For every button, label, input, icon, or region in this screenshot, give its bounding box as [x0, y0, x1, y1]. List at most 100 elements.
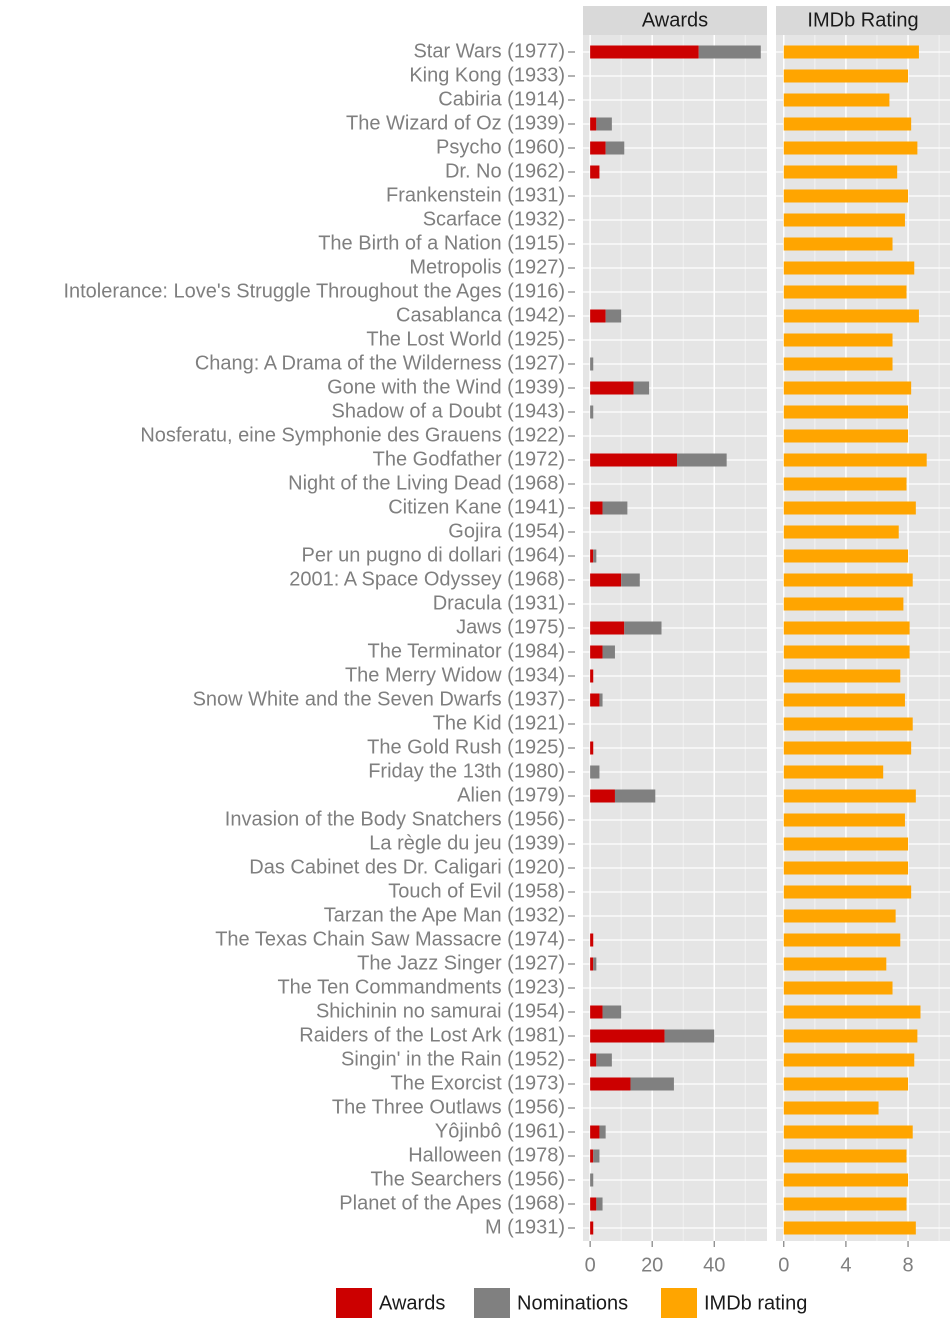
category-label: Citizen Kane (1941)	[388, 496, 565, 518]
x-tick-label: 0	[778, 1254, 789, 1276]
bar	[605, 309, 622, 323]
category-label: Das Cabinet des Dr. Caligari (1920)	[249, 856, 565, 878]
category-label: M (1931)	[485, 1216, 565, 1238]
bar	[590, 573, 622, 587]
bar	[783, 1125, 913, 1139]
bar	[590, 141, 606, 155]
category-label: Metropolis (1927)	[409, 256, 565, 278]
category-label: Gojira (1954)	[448, 520, 565, 542]
category-label: Jaws (1975)	[456, 616, 565, 638]
category-label: Snow White and the Seven Dwarfs (1937)	[193, 688, 565, 710]
category-label: Nosferatu, eine Symphonie des Grauens (1…	[140, 424, 565, 446]
category-label: The Merry Widow (1934)	[345, 664, 565, 686]
bar	[590, 1197, 597, 1211]
bar	[783, 525, 899, 539]
bar	[783, 981, 893, 995]
x-tick-label: 4	[840, 1254, 851, 1276]
bar	[590, 381, 634, 395]
bar	[783, 453, 927, 467]
legend-label: Nominations	[517, 1292, 628, 1314]
bar	[664, 1029, 715, 1043]
category-label: Psycho (1960)	[436, 136, 565, 158]
bar	[614, 789, 656, 803]
category-label: The Searchers (1956)	[370, 1168, 565, 1190]
category-label: Dr. No (1962)	[445, 160, 565, 182]
bar	[783, 765, 884, 779]
category-label: Dracula (1931)	[433, 592, 565, 614]
bar	[783, 933, 901, 947]
bar	[783, 837, 909, 851]
bar	[783, 333, 893, 347]
bar	[590, 765, 600, 779]
bar	[590, 357, 594, 371]
category-label: Planet of the Apes (1968)	[339, 1192, 565, 1214]
bar	[590, 1125, 600, 1139]
bar	[783, 669, 901, 683]
bar	[783, 909, 896, 923]
x-tick-label: 8	[902, 1254, 913, 1276]
category-label: Alien (1979)	[457, 784, 565, 806]
category-label: The Godfather (1972)	[373, 448, 565, 470]
category-label: Intolerance: Love's Struggle Throughout …	[63, 280, 565, 302]
legend-swatch	[336, 1288, 372, 1318]
bar	[630, 1077, 674, 1091]
bar	[599, 693, 603, 707]
bar	[783, 1077, 909, 1091]
bar	[783, 477, 907, 491]
bar	[590, 789, 615, 803]
category-label: The Wizard of Oz (1939)	[346, 112, 565, 134]
bar	[590, 501, 603, 515]
bar	[783, 261, 915, 275]
category-label: Touch of Evil (1958)	[388, 880, 565, 902]
bar	[590, 957, 594, 971]
category-label: Per un pugno di dollari (1964)	[301, 544, 565, 566]
category-label: The Exorcist (1973)	[390, 1072, 565, 1094]
bar	[590, 669, 594, 683]
legend-swatch	[661, 1288, 697, 1318]
bar	[783, 813, 905, 827]
bar	[783, 429, 909, 443]
strip	[776, 6, 950, 35]
category-label: Tarzan the Ape Man (1932)	[324, 904, 565, 926]
category-label: Chang: A Drama of the Wilderness (1927)	[195, 352, 565, 374]
bar	[783, 237, 893, 251]
category-label: Frankenstein (1931)	[386, 184, 565, 206]
bar	[590, 741, 594, 755]
category-label: 2001: A Space Odyssey (1968)	[289, 568, 565, 590]
bar	[590, 645, 603, 659]
bar	[783, 45, 919, 59]
bar	[621, 573, 640, 587]
category-label: Scarface (1932)	[423, 208, 565, 230]
bar	[783, 741, 912, 755]
bar	[602, 1005, 622, 1019]
bar	[590, 1077, 631, 1091]
bar	[590, 933, 594, 947]
bar	[783, 381, 912, 395]
category-label: Cabiria (1914)	[438, 88, 565, 110]
bar	[783, 1101, 879, 1115]
category-label: Raiders of the Lost Ark (1981)	[299, 1024, 565, 1046]
bar	[590, 1173, 594, 1187]
x-tick-label: 20	[641, 1254, 663, 1276]
bar	[596, 1053, 612, 1067]
bar	[593, 957, 597, 971]
bar	[783, 117, 912, 131]
bar	[590, 453, 678, 467]
category-label: The Gold Rush (1925)	[367, 736, 565, 758]
x-tick-label: 40	[703, 1254, 725, 1276]
category-label: Casablanca (1942)	[396, 304, 565, 326]
bar	[596, 1197, 603, 1211]
bar	[783, 93, 890, 107]
bar	[783, 597, 904, 611]
bar	[605, 141, 625, 155]
bar	[783, 621, 910, 635]
category-label: The Birth of a Nation (1915)	[318, 232, 565, 254]
category-label: The Jazz Singer (1927)	[357, 952, 565, 974]
bar	[783, 501, 916, 515]
bar	[590, 405, 594, 419]
category-label: La règle du jeu (1939)	[369, 832, 565, 854]
bar	[783, 957, 887, 971]
bar	[590, 693, 600, 707]
bar	[590, 165, 600, 179]
